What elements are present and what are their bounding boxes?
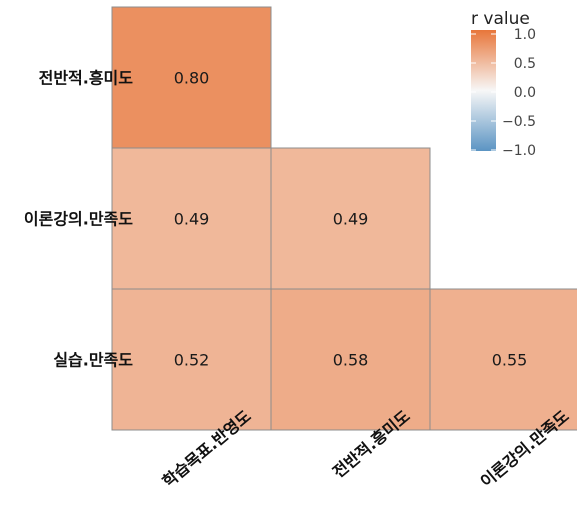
cell-value-label: 0.49 [333,210,369,229]
row-label: 실습.만족도 [53,351,133,370]
heatmap-cell [429,288,577,431]
legend-title: r value [471,9,530,29]
legend-ticks: 1.0 0.5 0.0 −0.5 −1.0 [471,27,536,159]
cell-value-label: 0.52 [174,351,210,370]
row-label: 이론강의.만족도 [24,210,133,229]
legend-tick-label: −1.0 [502,143,536,159]
heatmap-cells [111,6,577,431]
cell-value-labels: 0.80 0.49 0.49 0.52 0.58 0.55 [174,69,528,370]
heatmap-cell [111,288,272,431]
heatmap-cell [270,147,431,290]
heatmap-cell [111,6,272,149]
color-legend: r value 1.0 0.5 0.0 −0.5 −1.0 [471,9,536,159]
legend-tick-label: 0.5 [514,56,536,72]
legend-tick-label: −0.5 [502,114,536,130]
cell-value-label: 0.55 [492,351,528,370]
row-label: 전반적.흥미도 [39,69,134,88]
legend-tick-label: 1.0 [514,27,536,43]
heatmap-cell [111,147,272,290]
legend-tick-label: 0.0 [514,85,536,101]
cell-value-label: 0.80 [174,69,210,88]
cell-value-label: 0.58 [333,351,369,370]
heatmap-cell [270,288,431,431]
cell-value-label: 0.49 [174,210,210,229]
legend-colorbar [471,30,496,151]
